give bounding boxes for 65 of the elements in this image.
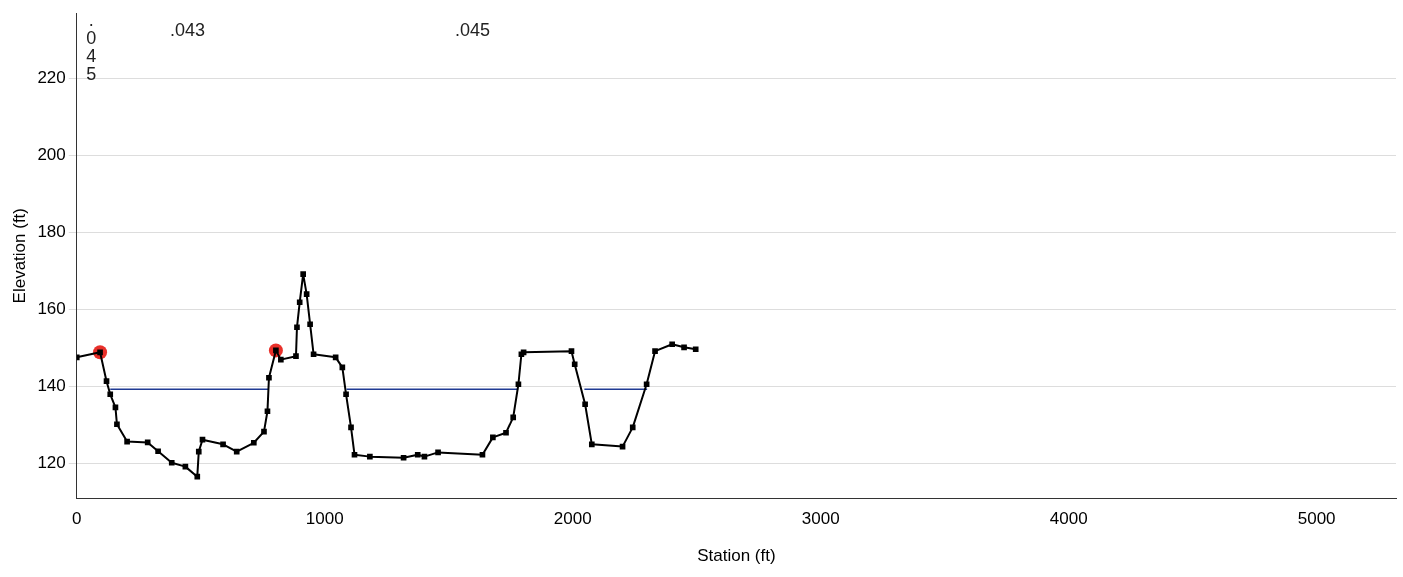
point	[114, 421, 120, 428]
point	[681, 344, 687, 351]
point	[643, 381, 650, 388]
x-tick-label: 0	[72, 509, 82, 529]
y-tick-label: 120	[37, 453, 66, 473]
x-tick-label: 3000	[801, 509, 840, 529]
point	[588, 441, 595, 448]
point	[307, 321, 313, 328]
point	[510, 414, 517, 421]
point	[490, 434, 496, 441]
point	[351, 451, 358, 458]
point	[233, 448, 240, 455]
point	[264, 408, 271, 415]
point	[293, 353, 299, 359]
point	[278, 356, 284, 363]
point	[367, 453, 373, 460]
point	[332, 354, 339, 361]
point	[103, 378, 110, 385]
point	[300, 271, 306, 278]
point	[250, 439, 257, 446]
annotation: .045	[86, 10, 97, 85]
point	[220, 441, 226, 448]
y-tick-label: 160	[37, 299, 66, 319]
y-tick-label: 220	[37, 68, 66, 88]
y-tick-label: 140	[37, 376, 66, 396]
point	[294, 324, 300, 331]
point	[310, 351, 317, 358]
x-axis-title: Station (ft)	[697, 546, 776, 566]
point	[199, 436, 206, 443]
point	[261, 428, 267, 435]
point	[343, 391, 349, 398]
point	[629, 424, 636, 431]
point	[303, 291, 310, 298]
point	[582, 401, 588, 408]
point	[400, 454, 407, 461]
point	[168, 459, 175, 466]
point	[266, 374, 272, 381]
point	[194, 473, 201, 480]
point	[571, 361, 578, 368]
y-axis-title: Elevation (ft)	[9, 207, 29, 304]
y-tick-label: 200	[37, 145, 66, 165]
point	[515, 381, 522, 388]
point	[296, 299, 303, 306]
point	[503, 429, 509, 436]
point	[479, 451, 486, 458]
x-tick-label: 1000	[305, 509, 344, 529]
point	[692, 346, 699, 353]
point	[144, 439, 151, 446]
point	[568, 348, 575, 354]
point	[339, 364, 346, 371]
point	[155, 448, 161, 455]
x-tick-label: 2000	[553, 509, 592, 529]
point	[652, 348, 658, 354]
x-tick-label: 5000	[1297, 509, 1336, 529]
annotation: .045	[455, 20, 491, 41]
point	[124, 438, 130, 445]
y-tick-label: 180	[37, 222, 66, 242]
point	[107, 391, 114, 398]
x-tick-label: 4000	[1049, 509, 1088, 529]
annotation: .043	[170, 20, 206, 41]
point	[414, 451, 421, 458]
point	[435, 449, 441, 456]
point	[195, 448, 202, 455]
point	[348, 424, 354, 431]
point	[669, 341, 675, 348]
